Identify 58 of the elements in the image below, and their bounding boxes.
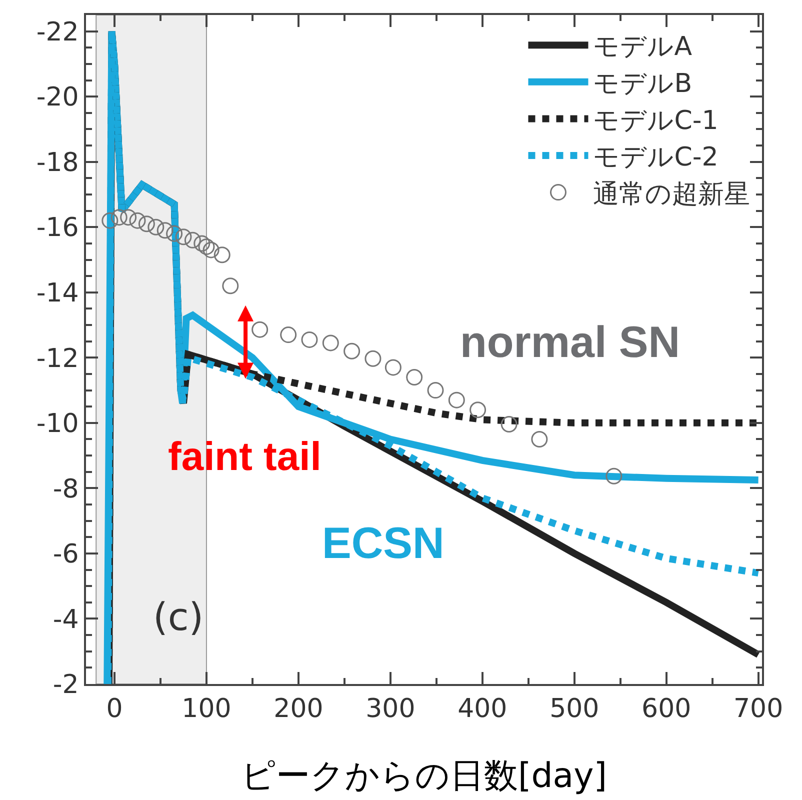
point xyxy=(500,416,518,432)
point xyxy=(531,430,548,448)
annotation: ECSN xyxy=(322,519,444,568)
point xyxy=(138,216,155,232)
x-tick-label: 400 xyxy=(458,694,508,724)
x-tick-label: 300 xyxy=(366,694,416,724)
annotation: faint tail xyxy=(168,435,322,479)
y-tick-label: -10 xyxy=(36,409,79,440)
point xyxy=(156,222,174,239)
point xyxy=(222,278,239,294)
point xyxy=(470,402,486,418)
point xyxy=(129,212,146,229)
point xyxy=(384,359,402,376)
point xyxy=(175,228,192,246)
x-tick-label: 100 xyxy=(182,694,232,724)
point xyxy=(202,242,220,258)
legend-label: モデルB xyxy=(593,69,692,100)
point xyxy=(194,235,210,252)
point xyxy=(110,209,128,226)
x-tick-label: 700 xyxy=(734,694,784,724)
y-tick-label: -6 xyxy=(52,540,79,570)
point xyxy=(448,392,465,408)
y-tick-label: -4 xyxy=(52,604,79,635)
point xyxy=(364,350,382,367)
point xyxy=(280,326,297,344)
point xyxy=(427,382,444,399)
legend-label: 通常の超新星 xyxy=(593,179,750,210)
x-tick-label: 200 xyxy=(274,694,324,724)
point xyxy=(252,321,268,338)
x-axis-title: ピークからの日数[day] xyxy=(240,756,608,796)
point xyxy=(406,368,423,386)
point xyxy=(322,334,339,352)
point xyxy=(344,342,360,360)
point xyxy=(301,331,318,348)
annotation: normal SN xyxy=(460,318,680,367)
point xyxy=(198,238,215,255)
point xyxy=(120,209,137,226)
point xyxy=(606,468,622,484)
y-tick-label: -16 xyxy=(36,213,79,244)
legend-label: モデルC-1 xyxy=(593,106,718,136)
legend-label: モデルA xyxy=(593,32,692,62)
legend-label: モデルC-2 xyxy=(593,142,718,173)
y-tick-label: -2 xyxy=(52,670,79,700)
point xyxy=(102,212,118,229)
y-tick-label: -22 xyxy=(36,17,79,48)
x-tick-label: 0 xyxy=(106,694,123,724)
y-tick-label: -12 xyxy=(36,344,79,374)
y-tick-label: -18 xyxy=(36,148,79,178)
point xyxy=(184,232,201,248)
point xyxy=(148,218,164,236)
point xyxy=(166,225,183,242)
x-tick-label: 600 xyxy=(642,694,692,724)
y-tick-label: -8 xyxy=(52,474,79,504)
y-tick-label: -20 xyxy=(36,82,79,113)
y-tick-label: -14 xyxy=(36,278,79,308)
point xyxy=(214,246,230,264)
x-tick-label: 500 xyxy=(550,694,600,724)
annotation: (c) xyxy=(153,595,204,639)
